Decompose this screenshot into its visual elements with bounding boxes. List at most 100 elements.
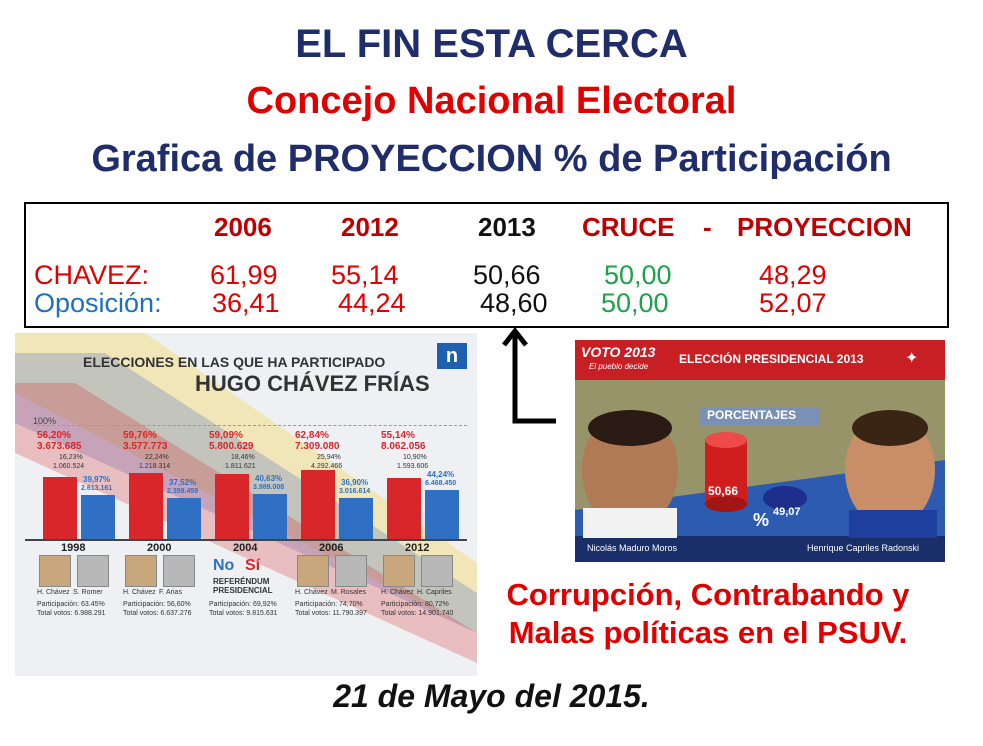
red-pct-label: 59,76% [123,430,157,441]
tv-right-value: 49,07 [773,506,801,518]
blue-votes-label: 3.989.008 [253,484,285,492]
vote-no: No [213,557,235,574]
total-votes-label: Total votos: 6.637.276 [123,610,192,617]
star-flag-icon: ✦ [905,350,919,367]
oposicion-2006: 36,41 [212,288,280,318]
tv-brand: VOTO 2013 [581,344,656,360]
red-votes-label: 8.062.056 [381,441,426,452]
candidate-a-name: H. Chávez [381,589,414,596]
blue-bar [167,497,201,539]
candidate-a-photo [125,555,157,587]
total-votes-label: Total votos: 11.790.397 [295,610,367,617]
blue-bar [339,498,373,539]
red-votes-label: 7.309.080 [295,441,340,452]
red-bar [301,469,335,539]
year-label: 2012 [405,542,430,554]
tv-right-name: Henrique Capriles Radonski [807,543,920,553]
total-votes-label: Total votos: 9.815.631 [209,610,278,617]
bottom-line-1: Corrupción, Contrabando y [506,577,910,612]
title-line-2: Concejo Nacional Electoral [246,80,737,122]
candidate-a-name: H. Chávez [123,589,156,596]
candidate-a-photo [383,555,415,587]
red-bar [43,477,77,539]
blue-pct-label: 36,90% [341,478,369,488]
red-pct-label: 56,20% [37,430,71,441]
candidate-b-photo [77,555,109,587]
oposicion-cruce: 50,00 [601,288,669,318]
title-line-1: EL FIN ESTA CERCA [295,22,688,66]
row-chavez-label: CHAVEZ: [34,260,150,290]
chavez-2006: 61,99 [210,260,278,290]
blue-pct-label: 40,63% [255,474,283,484]
mid-votes-label: 1.060.524 [53,463,85,470]
blue-bar [81,495,115,539]
network-logo-icon: n [437,343,467,369]
candidate-b-name: M. Rosales [331,589,367,596]
chavez-2012: 55,14 [331,260,399,290]
candidate-a-photo [39,555,71,587]
red-votes-label: 3.673.685 [37,441,82,452]
year-label: 2004 [233,542,258,554]
candidate-b-name: S. Romer [73,589,103,596]
participation-label: Participación: 74,70% [295,601,363,608]
header-proyeccion: PROYECCION [737,212,912,242]
red-bar [387,478,421,539]
collage-title-small: ELECCIONES EN LAS QUE HA PARTICIPADO [83,354,386,370]
red-bar [215,474,249,539]
year-label: 1998 [61,542,86,554]
oposicion-proyeccion: 52,07 [759,288,827,318]
mid-votes-label: 1.218.314 [139,463,171,470]
participation-label: Participación: 56,60% [123,601,191,608]
tv-brand-sub: El pueblo decide [589,362,649,371]
header-2012: 2012 [341,212,399,242]
oposicion-2012: 44,24 [338,288,406,318]
red-bar [129,473,163,539]
blue-bar [425,490,459,539]
blue-votes-label: 3.016.614 [339,488,371,496]
tv-left-name: Nicolás Maduro Moros [587,543,678,553]
header-dash: - [703,212,712,242]
mid-pct-label: 25,94% [317,454,341,461]
tv-header: ELECCIÓN PRESIDENCIAL 2013 [679,352,864,366]
total-votes-label: Total votos: 14.901.740 [381,610,454,617]
candidate-b-name: H. Capriles [417,589,452,596]
mid-votes-label: 4.292.466 [311,463,343,470]
participation-label: Participación: 80,72% [381,601,449,608]
row-oposicion-label: Oposición: [34,288,162,318]
date-line: 21 de Mayo del 2015. [333,678,650,714]
candidate-b-photo [163,555,195,587]
total-votes-label: Total votos: 6.988.291 [37,610,106,617]
arrow-up-icon [502,326,556,424]
blue-bar [253,494,287,539]
mid-pct-label: 22,24% [145,454,169,461]
blue-votes-label: 2.613.161 [81,485,113,493]
header-2013: 2013 [478,212,536,242]
vote-si: Sí [245,557,261,574]
candidate-a-photo [297,555,329,587]
red-pct-label: 59,09% [209,430,243,441]
mid-pct-label: 10,90% [403,454,427,461]
red-pct-label: 62,84% [295,430,329,441]
projection-box: 2006 2012 2013 CRUCE - PROYECCION CHAVEZ… [24,202,949,328]
blue-pct-label: 37,52% [169,477,197,487]
header-cruce: CRUCE [582,212,675,242]
chavez-2013: 50,66 [473,260,541,290]
candidate-b-name: F. Arias [159,589,182,596]
mid-votes-label: 1.811.621 [225,463,256,470]
header-2006: 2006 [214,212,272,242]
title-line-3: Grafica de PROYECCION % de Participación [91,138,892,180]
blue-votes-label: 6.468.450 [425,480,457,488]
red-votes-label: 5.800.629 [209,441,254,452]
mid-pct-label: 16,23% [59,454,83,461]
candidate-b-photo [421,555,453,587]
referendum-label: REFERÉNDUM PRESIDENCIAL [213,577,273,595]
collage-title-big: HUGO CHÁVEZ FRÍAS [195,371,430,396]
tv-panel-title: PORCENTAJES [707,408,797,422]
blue-votes-label: 2.359.459 [167,487,199,495]
mid-pct-label: 18,46% [231,454,255,461]
tv-results-image: VOTO 2013 El pueblo decide ELECCIÓN PRES… [575,340,945,562]
chavez-proyeccion: 48,29 [759,260,827,290]
participation-label: Participación: 63.45% [37,601,105,608]
candidate-b-photo [335,555,367,587]
year-label: 2000 [147,542,172,554]
